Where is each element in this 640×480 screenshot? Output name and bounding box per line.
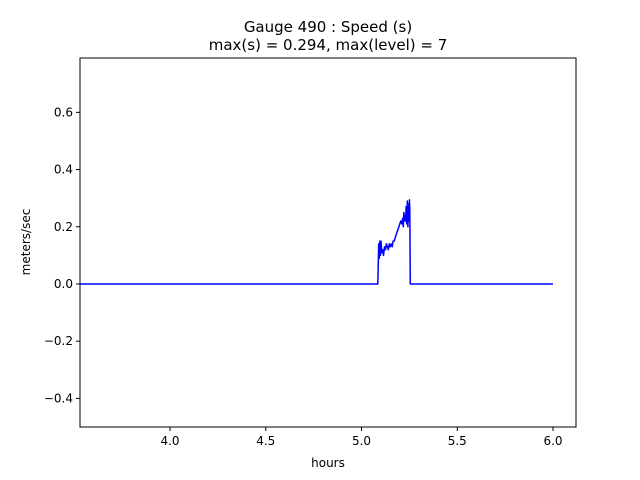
x-tick-label: 4.5 xyxy=(256,434,275,448)
y-tick-label: 0.0 xyxy=(54,277,73,291)
y-axis-label: meters/sec xyxy=(19,209,33,276)
y-tick-label: −0.4 xyxy=(44,391,73,405)
x-tick-label: 5.5 xyxy=(448,434,467,448)
x-axis-label: hours xyxy=(311,456,345,470)
x-axis-ticks: 4.0 4.5 5.0 5.5 6.0 xyxy=(160,427,563,448)
chart-subtitle: max(s) = 0.294, max(level) = 7 xyxy=(209,36,447,54)
y-tick-label: 0.6 xyxy=(54,105,73,119)
y-tick-label: 0.4 xyxy=(54,163,73,177)
plot-frame xyxy=(79,57,577,428)
y-tick-label: −0.2 xyxy=(44,334,73,348)
x-tick-label: 6.0 xyxy=(543,434,562,448)
series-line-speed xyxy=(80,199,553,285)
y-axis-ticks: −0.4 −0.2 0.0 0.2 0.4 0.6 xyxy=(44,105,80,405)
chart-title: Gauge 490 : Speed (s) xyxy=(244,18,412,36)
y-tick-label: 0.2 xyxy=(54,220,73,234)
x-tick-label: 4.0 xyxy=(160,434,179,448)
x-tick-label: 5.0 xyxy=(352,434,371,448)
